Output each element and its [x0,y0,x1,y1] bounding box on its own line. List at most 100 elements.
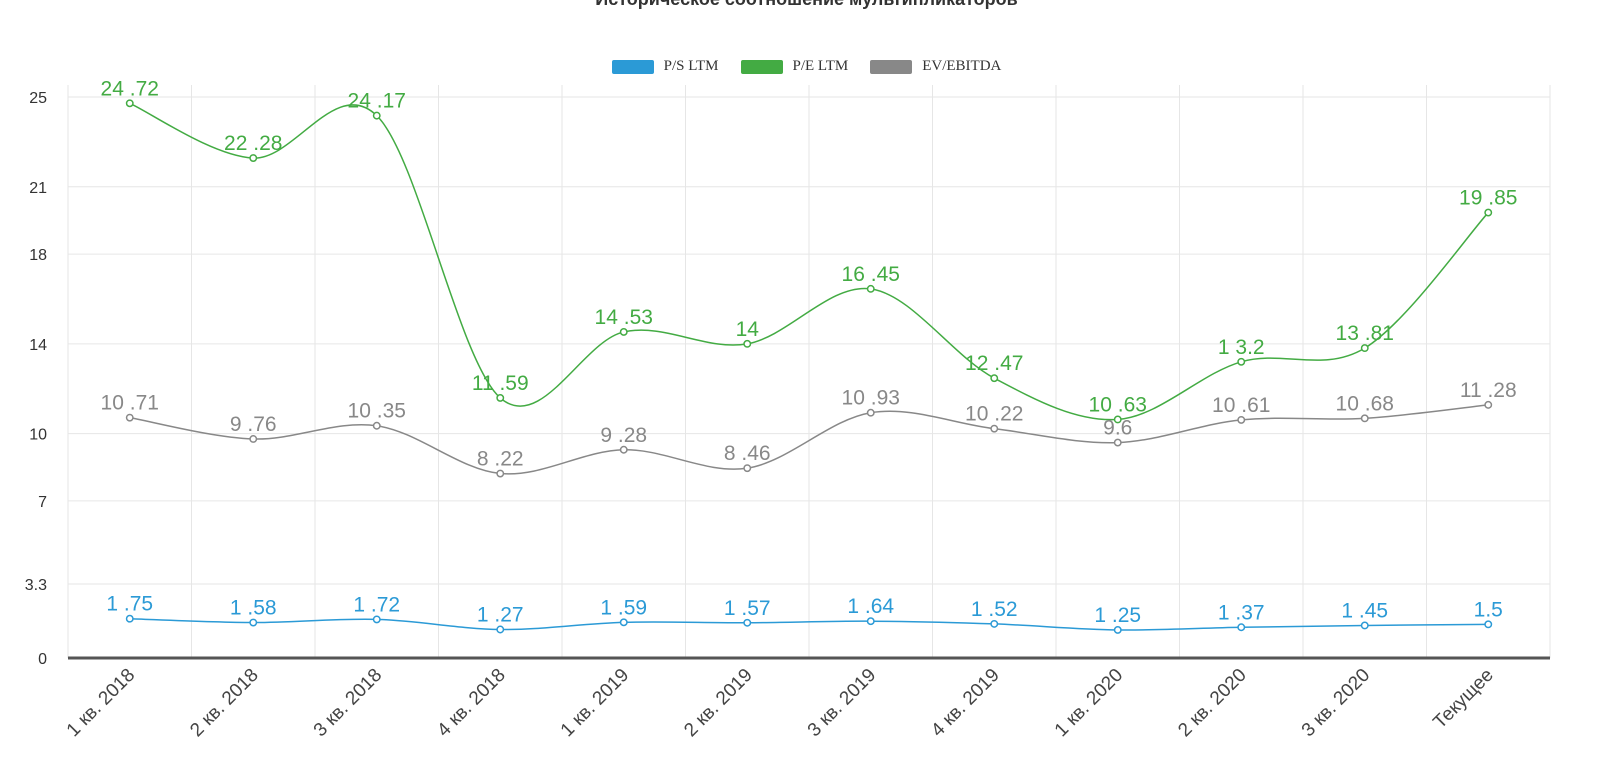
data-label-pe-ltm: 24 .72 [101,77,159,100]
data-point-pe-ltm [866,284,875,293]
data-point-pe-ltm [1113,415,1122,424]
data-label-pe-ltm: 22 .28 [224,132,282,155]
series-line-pe-ltm [129,102,1489,421]
data-point-ps-ltm [866,617,875,626]
data-point-ev-ebitda [1360,414,1369,423]
data-label-ev-ebitda: 10 .35 [348,400,406,423]
x-tick-label: 3 кв. 2018 [310,665,386,741]
data-label-pe-ltm: 19 .85 [1459,187,1517,210]
data-point-ev-ebitda [619,445,628,454]
data-label-ps-ltm: 1 .57 [724,597,771,620]
x-tick-label: 2 кв. 2019 [680,665,756,741]
data-point-pe-ltm [125,99,134,108]
x-tick-label: 2 кв. 2020 [1174,665,1250,741]
series-ps-ltm: 1 .75 1 .58 1 .72 1 .27 1 .59 1 .57 1 .64 1 .52… [106,593,1503,634]
y-tick-label: 25 [29,90,47,107]
data-label-ps-ltm: 1 .64 [847,595,894,618]
data-label-ps-ltm: 1 .72 [353,593,400,616]
data-label-ev-ebitda: 9 .76 [230,413,277,436]
series-pe-ltm: 24 .72 22 .28 24 .17 11 .59 14 .53 14 16 .45 12… [101,77,1517,424]
x-tick-label: 1 кв. 2020 [1051,665,1127,741]
data-point-ev-ebitda [372,421,381,430]
data-point-pe-ltm [1360,344,1369,353]
data-label-ps-ltm: 1 .58 [230,597,277,620]
x-tick-label: 2 кв. 2018 [186,665,262,741]
x-tick-label: 4 кв. 2018 [433,665,509,741]
data-point-pe-ltm [619,327,628,336]
data-label-ps-ltm: 1 .59 [600,596,647,619]
y-tick-label: 18 [29,247,47,264]
data-label-ps-ltm: 1 .52 [971,598,1018,621]
data-point-ev-ebitda [1484,400,1493,409]
data-label-ps-ltm: 1 .45 [1341,599,1388,622]
legend-item-ps-ltm[interactable]: P/S LTM [611,58,719,75]
data-point-ev-ebitda [125,413,134,422]
data-point-pe-ltm [743,339,752,348]
legend-label-pe-ltm: P/E LTM [792,58,849,74]
data-label-ev-ebitda: 9.6 [1103,417,1132,440]
data-label-ps-ltm: 1 .75 [106,593,153,616]
series-line-ev-ebitda [129,404,1489,475]
x-tick-label: 3 кв. 2019 [804,665,880,741]
data-point-ps-ltm [496,625,505,634]
x-tick-label: Текущее [1429,665,1497,733]
x-tick-label: 4 кв. 2019 [927,665,1003,741]
data-point-pe-ltm [1484,208,1493,217]
series-ev-ebitda: 10 .71 9 .76 10 .35 8 .22 9 .28 8 .46 10 .93 10… [101,379,1517,478]
x-tick-label: 3 кв. 2020 [1298,665,1374,741]
data-label-ev-ebitda: 11 .28 [1460,379,1517,402]
legend-swatch-pe-ltm [740,59,783,74]
y-tick-label: 21 [29,180,47,197]
data-label-ev-ebitda: 10 .22 [965,403,1023,426]
data-label-ev-ebitda: 10 .93 [842,387,900,410]
legend-swatch-ps-ltm [611,59,654,74]
data-label-ev-ebitda: 8 .22 [477,448,524,471]
y-tick-label: 0 [38,651,47,668]
data-label-ev-ebitda: 10 .61 [1212,394,1270,417]
legend-label-ev-ebitda: EV/EBITDA [922,58,1002,74]
data-label-ev-ebitda: 10 .71 [101,392,159,415]
legend-item-pe-ltm[interactable]: P/E LTM [740,58,849,75]
data-point-ps-ltm [249,618,258,627]
legend-swatch-ev-ebitda [870,59,913,74]
data-point-ev-ebitda [496,469,505,478]
data-point-ps-ltm [1237,623,1246,632]
data-label-pe-ltm: 14 [736,318,760,341]
data-point-ps-ltm [743,618,752,627]
data-label-pe-ltm: 1 3.2 [1218,336,1265,359]
data-point-ev-ebitda [249,435,258,443]
y-tick-label: 14 [29,337,47,354]
data-point-pe-ltm [1237,357,1246,366]
data-point-ev-ebitda [866,408,875,417]
data-point-ps-ltm [990,619,999,628]
legend-label-ps-ltm: P/S LTM [663,58,719,74]
data-label-ev-ebitda: 10 .68 [1336,392,1394,415]
data-label-ps-ltm: 1 .37 [1218,601,1265,624]
data-label-ev-ebitda: 8 .46 [724,442,771,465]
y-tick-label: 10 [29,427,47,444]
data-point-ps-ltm [372,615,381,624]
y-tick-label: 7 [38,494,47,511]
data-point-pe-ltm [249,154,258,162]
data-label-ev-ebitda: 9 .28 [600,424,647,447]
x-tick-label: 1 кв. 2018 [63,665,139,741]
data-point-ev-ebitda [990,424,999,433]
legend: P/S LTM P/E LTM EV/EBITDA [0,58,1613,75]
data-label-pe-ltm: 11 .59 [472,372,529,395]
data-point-pe-ltm [990,374,999,383]
series-line-ps-ltm [129,617,1489,631]
data-label-pe-ltm: 12 .47 [965,352,1023,375]
data-point-ev-ebitda [1237,415,1246,424]
data-point-pe-ltm [496,393,505,402]
data-point-ps-ltm [619,618,628,627]
data-point-ps-ltm [125,614,134,623]
legend-item-ev-ebitda[interactable]: EV/EBITDA [870,58,1001,75]
data-point-ps-ltm [1113,626,1122,634]
data-point-ps-ltm [1484,620,1493,629]
data-point-pe-ltm [372,111,381,120]
data-label-ps-ltm: 1 .27 [477,604,524,627]
data-point-ps-ltm [1360,621,1369,630]
data-label-pe-ltm: 16 .45 [842,263,900,286]
